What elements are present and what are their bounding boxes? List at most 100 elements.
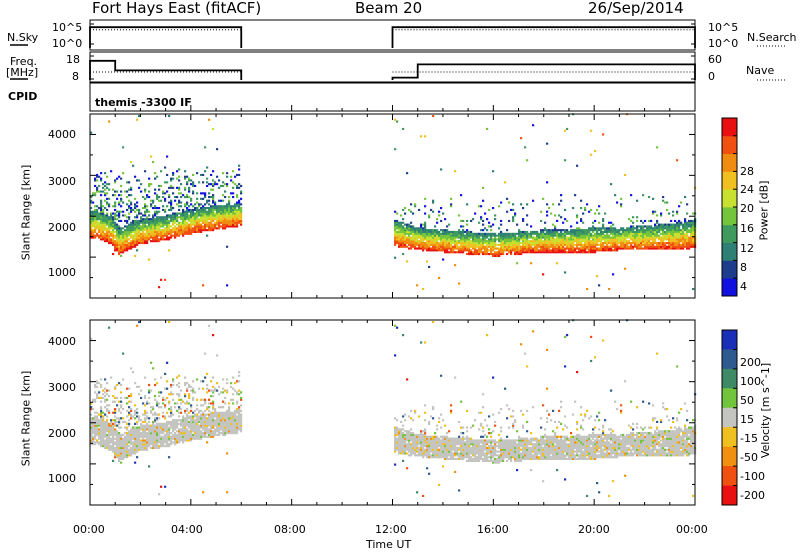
velocity-cell — [150, 428, 153, 431]
power-cell — [220, 184, 223, 187]
power-cell — [146, 221, 149, 224]
power-cell — [116, 242, 119, 245]
power-cell — [210, 188, 213, 191]
power-cell — [452, 247, 455, 250]
velocity-cell — [170, 435, 173, 438]
velocity-cell — [544, 452, 547, 455]
power-cell — [186, 221, 189, 224]
velocity-cell — [114, 446, 117, 449]
velocity-cell — [498, 450, 501, 453]
velocity-cell — [478, 459, 481, 462]
velocity-cell — [540, 456, 543, 459]
velocity-cell — [98, 435, 101, 438]
power-cell — [184, 227, 187, 230]
power-cell — [126, 230, 129, 233]
power-cell — [182, 221, 185, 224]
velocity-cell — [156, 430, 159, 433]
velocity-cell — [490, 443, 493, 446]
velocity-cell — [126, 450, 129, 453]
velocity-cell — [526, 450, 529, 453]
velocity-cell — [98, 413, 101, 416]
power-cell — [428, 249, 431, 252]
velocity-cell — [502, 459, 505, 462]
power-cell — [192, 218, 195, 221]
power-cell — [440, 240, 443, 243]
velocity-cell — [174, 439, 177, 442]
velocity-cell — [120, 433, 123, 436]
velocity-cell — [130, 435, 133, 438]
power-cell — [140, 236, 143, 239]
power-cell — [504, 234, 507, 237]
velocity-cell — [510, 459, 513, 462]
power-cell — [116, 240, 119, 243]
velocity-cell — [480, 439, 483, 442]
power-cell — [496, 234, 499, 237]
power-cell — [98, 207, 101, 210]
velocity-cell — [454, 443, 457, 446]
velocity-cell — [518, 450, 521, 453]
power-cell — [224, 214, 227, 217]
velocity-cell — [192, 428, 195, 431]
velocity-cell — [460, 450, 463, 453]
velocity-cell — [424, 411, 427, 414]
power-cell — [114, 181, 117, 184]
power-cell — [122, 238, 125, 241]
power-cell — [522, 219, 525, 222]
power-cell — [494, 247, 497, 250]
power-cell — [136, 249, 139, 252]
velocity-cell — [200, 430, 203, 433]
power-cell — [102, 234, 105, 237]
velocity-cell — [140, 426, 143, 429]
power-cell — [100, 210, 103, 213]
power-cell — [430, 238, 433, 241]
power-cell — [122, 245, 125, 248]
power-cell — [112, 221, 115, 224]
velocity-cell — [440, 441, 443, 444]
velocity-cell — [450, 439, 453, 442]
velocity-cell — [172, 433, 175, 436]
power-cell — [500, 219, 503, 222]
velocity-cell — [408, 443, 411, 446]
power-cell — [92, 223, 95, 226]
velocity-cell — [494, 446, 497, 449]
velocity-cell — [138, 393, 141, 396]
velocity-cell — [180, 411, 183, 414]
power-cell — [162, 219, 165, 222]
velocity-cell — [204, 435, 207, 438]
velocity-cell — [536, 454, 539, 457]
velocity-cell — [424, 439, 427, 442]
velocity-cell — [542, 443, 545, 446]
velocity-cell — [90, 441, 93, 444]
velocity-cell — [402, 428, 405, 431]
velocity-cell — [168, 456, 171, 459]
velocity-cell — [156, 417, 159, 420]
velocity-cell — [512, 409, 515, 412]
velocity-cell — [110, 376, 113, 379]
power-cell — [152, 216, 155, 219]
power-cell — [516, 232, 519, 235]
velocity-cell — [178, 419, 181, 422]
power-cell — [506, 240, 509, 243]
velocity-cell — [532, 450, 535, 453]
velocity-cell — [410, 439, 413, 442]
power-cell — [188, 229, 191, 232]
velocity-cell — [526, 409, 529, 412]
power-cell — [234, 175, 237, 178]
velocity-cell — [460, 432, 463, 435]
velocity-cell — [468, 448, 471, 451]
velocity-cell — [130, 393, 133, 396]
velocity-cell — [504, 445, 507, 448]
power-cell — [402, 240, 405, 243]
power-cell — [120, 177, 123, 180]
power-cell — [212, 205, 215, 208]
power-cell — [164, 230, 167, 233]
velocity-cell — [514, 419, 517, 422]
power-cell — [454, 245, 457, 248]
power-cell — [424, 242, 427, 245]
power-cell — [168, 223, 171, 226]
power-cell — [488, 253, 491, 256]
velocity-cell — [486, 334, 489, 337]
velocity-cell — [446, 457, 449, 460]
velocity-cell — [240, 426, 243, 429]
velocity-cell — [458, 435, 461, 438]
